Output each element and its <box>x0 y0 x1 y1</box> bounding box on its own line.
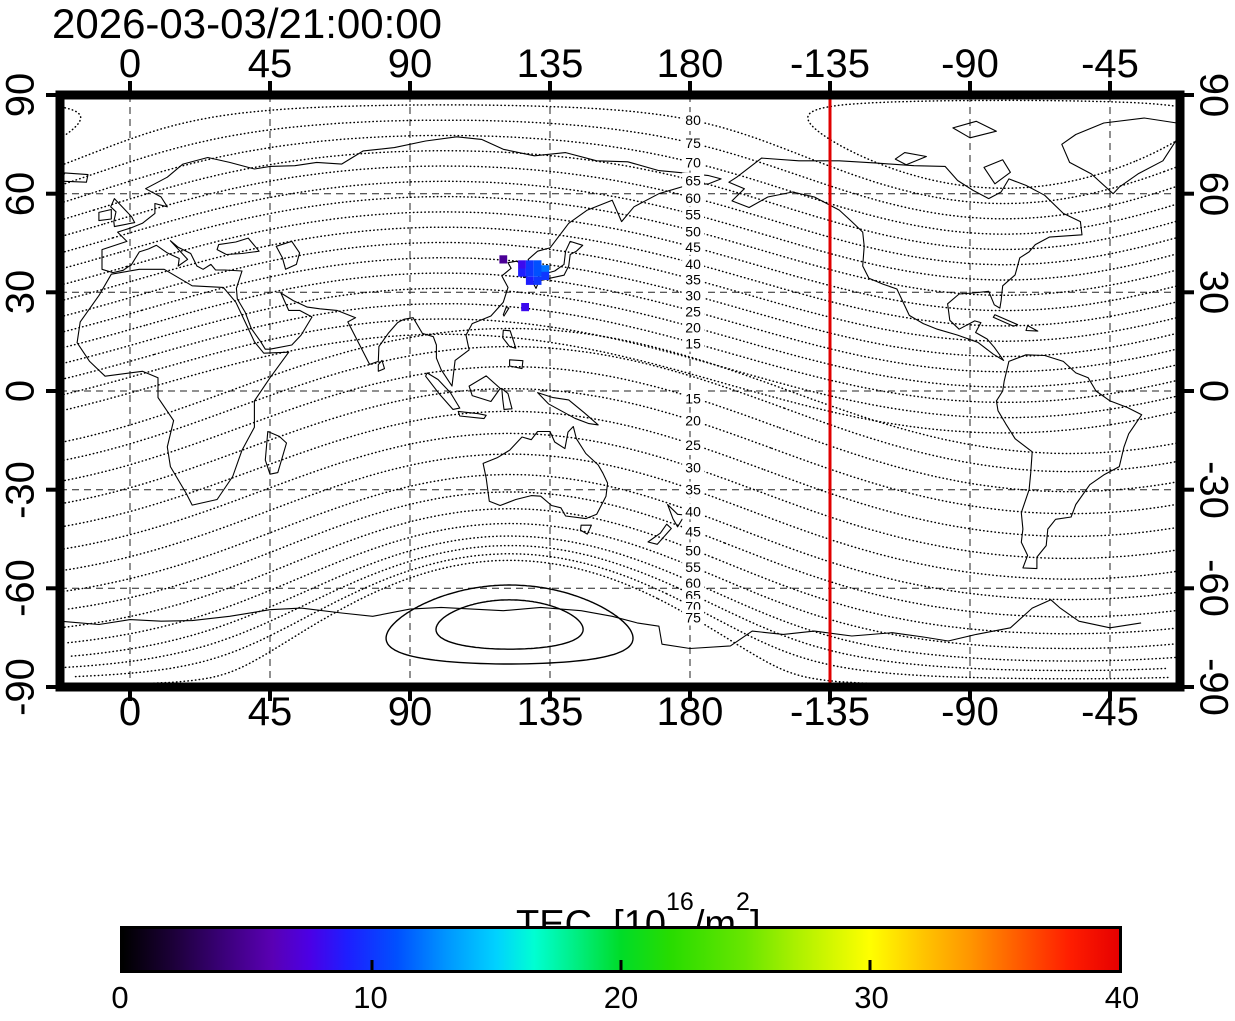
lon-tick-label-top: -45 <box>1081 42 1139 87</box>
colorbar-tick-label: 30 <box>854 980 888 1016</box>
svg-text:45: 45 <box>685 239 701 255</box>
svg-text:55: 55 <box>685 559 701 575</box>
svg-text:45: 45 <box>685 523 701 539</box>
colorbar-title-exponent-2: 2 <box>736 888 750 916</box>
svg-text:80: 80 <box>685 112 701 128</box>
colorbar-tick-label: 20 <box>604 980 638 1016</box>
colorbar-tick <box>620 960 623 970</box>
colorbar-tick <box>371 960 374 970</box>
svg-text:65: 65 <box>685 173 701 189</box>
svg-text:50: 50 <box>685 542 701 558</box>
svg-text:40: 40 <box>685 256 701 272</box>
svg-text:60: 60 <box>685 190 701 206</box>
colorbar-title-exponent: 16 <box>666 888 694 916</box>
svg-text:25: 25 <box>685 437 701 453</box>
lat-tick-label-left: 30 <box>0 270 44 315</box>
lat-tick-label-right: 30 <box>1191 270 1235 315</box>
svg-text:75: 75 <box>685 135 701 151</box>
svg-text:20: 20 <box>685 413 701 429</box>
lon-tick-label-top: 135 <box>517 42 584 87</box>
lon-tick-label-top: -135 <box>790 42 870 87</box>
colorbar-tick-label: 0 <box>111 980 128 1016</box>
colorbar <box>120 926 1122 973</box>
lon-tick-label-top: 180 <box>657 42 724 87</box>
svg-text:20: 20 <box>685 320 701 336</box>
svg-text:75: 75 <box>685 610 701 626</box>
lon-tick-label-top: 90 <box>388 42 433 87</box>
svg-text:70: 70 <box>685 155 701 171</box>
colorbar-tick <box>869 960 872 970</box>
lat-tick-label-right: -90 <box>1191 658 1235 716</box>
lon-tick-label-top: 0 <box>119 42 141 87</box>
lat-tick-label-left: 60 <box>0 171 44 216</box>
svg-text:25: 25 <box>685 304 701 320</box>
lat-tick-label-right: 60 <box>1191 171 1235 216</box>
svg-text:15: 15 <box>685 390 701 406</box>
svg-text:15: 15 <box>685 336 701 352</box>
lat-tick-label-left: -60 <box>0 559 44 617</box>
lon-tick-label-top: 45 <box>248 42 293 87</box>
lat-tick-label-left: 0 <box>0 380 44 402</box>
svg-text:35: 35 <box>685 272 701 288</box>
lat-tick-label-right: -60 <box>1191 559 1235 617</box>
timestamp-title: 2026-03-03/21:00:00 <box>52 0 442 48</box>
svg-text:30: 30 <box>685 288 701 304</box>
svg-text:50: 50 <box>685 223 701 239</box>
lat-tick-label-left: 90 <box>0 73 44 118</box>
svg-text:35: 35 <box>685 482 701 498</box>
svg-text:40: 40 <box>685 503 701 519</box>
lat-tick-label-left: -30 <box>0 461 44 519</box>
tec-map-page: 2026-03-03/21:00:00 0 45 90 135 180 -135 -90 -4… <box>0 0 1235 1021</box>
lat-tick-label-right: 90 <box>1191 73 1235 118</box>
lat-tick-label-left: -90 <box>0 658 44 716</box>
world-map-plot: 1515202025253030353540404545505055556060… <box>60 95 1180 687</box>
colorbar-tick-label: 40 <box>1105 980 1139 1016</box>
lat-tick-label-right: -30 <box>1191 461 1235 519</box>
svg-text:55: 55 <box>685 207 701 223</box>
lon-tick-label-top: -90 <box>941 42 999 87</box>
lat-tick-label-right: 0 <box>1191 380 1235 402</box>
colorbar-tick-label: 10 <box>353 980 387 1016</box>
svg-text:30: 30 <box>685 459 701 475</box>
